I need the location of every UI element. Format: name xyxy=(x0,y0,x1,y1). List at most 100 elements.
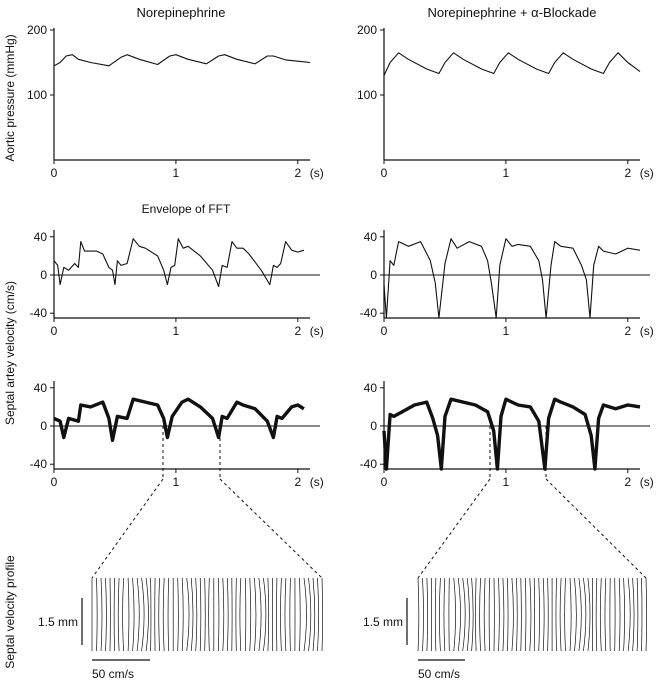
x-tick-label: 2 xyxy=(294,166,301,180)
profile-trace xyxy=(538,577,540,652)
right-title: Norepinephrine + α-Blockade xyxy=(427,5,596,20)
profile-trace xyxy=(158,577,160,652)
profile-trace xyxy=(524,577,527,652)
profile-trace xyxy=(645,577,647,652)
series-line xyxy=(53,238,305,288)
x-tick-label: 0 xyxy=(381,166,388,180)
series-line xyxy=(382,397,641,471)
fft-label: Envelope of FFT xyxy=(142,202,231,216)
zoom-line xyxy=(219,478,323,579)
profile-trace xyxy=(417,577,420,652)
velocity-profile-left: 1.5 mm 50 cm/s xyxy=(38,426,323,681)
y-tick-label: 0 xyxy=(40,419,47,433)
x-tick-label: 0 xyxy=(51,324,58,338)
profile-trace xyxy=(623,577,625,652)
x-tick-label: 2 xyxy=(294,475,301,489)
y-tick-label: 0 xyxy=(370,268,377,282)
series-line xyxy=(383,52,641,76)
profile-trace xyxy=(507,577,509,652)
y-tick-label: 40 xyxy=(34,381,48,395)
profile-trace xyxy=(226,577,229,652)
profile-axis-label: Septal velocity profile xyxy=(3,555,17,669)
y-tick-label: 40 xyxy=(364,381,378,395)
profile-trace xyxy=(317,577,319,652)
profile-trace xyxy=(529,577,532,652)
profile-trace xyxy=(289,577,291,652)
y-tick-label: 40 xyxy=(364,230,378,244)
profile-trace xyxy=(162,577,165,652)
x-tick-label: 1 xyxy=(503,475,510,489)
profile-trace xyxy=(618,577,621,652)
profile-trace xyxy=(239,577,242,652)
mm-scale-label: 1.5 mm xyxy=(38,615,78,629)
x-tick-label: 1 xyxy=(503,324,510,338)
profile-trace xyxy=(547,577,549,652)
profile-trace xyxy=(280,577,282,652)
profile-trace xyxy=(190,577,194,652)
x-unit-label: (s) xyxy=(640,475,654,489)
profile-trace xyxy=(284,577,287,652)
profile-trace xyxy=(559,577,562,652)
profile-trace xyxy=(208,577,210,652)
pressure-axis-label: Aortic pressure (mmHg) xyxy=(3,34,17,161)
profile-trace xyxy=(105,577,107,652)
profile-trace xyxy=(434,577,437,652)
profile-trace xyxy=(141,577,145,652)
profile-trace xyxy=(244,577,247,652)
profile-trace xyxy=(181,577,184,652)
x-tick-label: 0 xyxy=(381,475,388,489)
profile-trace xyxy=(117,577,120,652)
profile-trace xyxy=(321,577,323,652)
series-line xyxy=(383,238,641,319)
y-tick-label: 40 xyxy=(34,230,48,244)
profile-trace xyxy=(574,577,577,652)
x-unit-label: (s) xyxy=(640,166,654,180)
x-unit-label: (s) xyxy=(310,324,324,338)
profile-trace xyxy=(308,577,312,652)
y-tick-label: 0 xyxy=(40,268,47,282)
profile-trace xyxy=(466,577,470,652)
x-unit-label: (s) xyxy=(310,166,324,180)
profile-trace xyxy=(569,577,572,652)
x-tick-label: 0 xyxy=(51,166,58,180)
mm-scale-label: 1.5 mm xyxy=(363,615,403,629)
profile-trace xyxy=(177,577,179,652)
profile-trace xyxy=(587,577,591,652)
y-tick-label: -40 xyxy=(30,306,48,320)
y-tick-label: 200 xyxy=(27,23,47,37)
y-tick-label: -40 xyxy=(360,457,378,471)
velocity-profile-right: 1.5 mm 50 cm/s xyxy=(363,426,647,681)
x-tick-label: 2 xyxy=(294,324,301,338)
profile-trace xyxy=(636,577,639,652)
profile-trace xyxy=(475,577,477,652)
profile-trace xyxy=(249,577,252,652)
profile-trace xyxy=(167,577,170,652)
x-tick-label: 0 xyxy=(51,475,58,489)
profile-trace xyxy=(199,577,202,652)
profile-trace xyxy=(595,577,598,652)
zoom-line xyxy=(545,478,647,579)
y-tick-label: 100 xyxy=(357,88,377,102)
x-tick-label: 1 xyxy=(173,324,180,338)
profile-trace xyxy=(299,577,301,652)
profile-trace xyxy=(100,577,103,652)
profile-trace xyxy=(520,577,522,652)
profile-trace xyxy=(479,577,481,652)
profile-trace xyxy=(641,577,643,652)
profile-trace xyxy=(267,577,270,652)
profile-trace xyxy=(511,577,514,652)
profile-trace xyxy=(599,577,602,652)
profile-trace xyxy=(578,577,582,652)
profile-trace xyxy=(583,577,587,652)
profile-trace xyxy=(222,577,225,652)
profile-trace xyxy=(443,577,446,652)
profile-trace xyxy=(136,577,140,652)
x-unit-label: (s) xyxy=(310,475,324,489)
profile-trace xyxy=(457,577,461,652)
profile-trace xyxy=(439,577,441,652)
x-tick-label: 2 xyxy=(624,166,631,180)
x-tick-label: 1 xyxy=(173,475,180,489)
pressure-left-chart: 100 200 0 1 2 (s) xyxy=(27,23,324,180)
